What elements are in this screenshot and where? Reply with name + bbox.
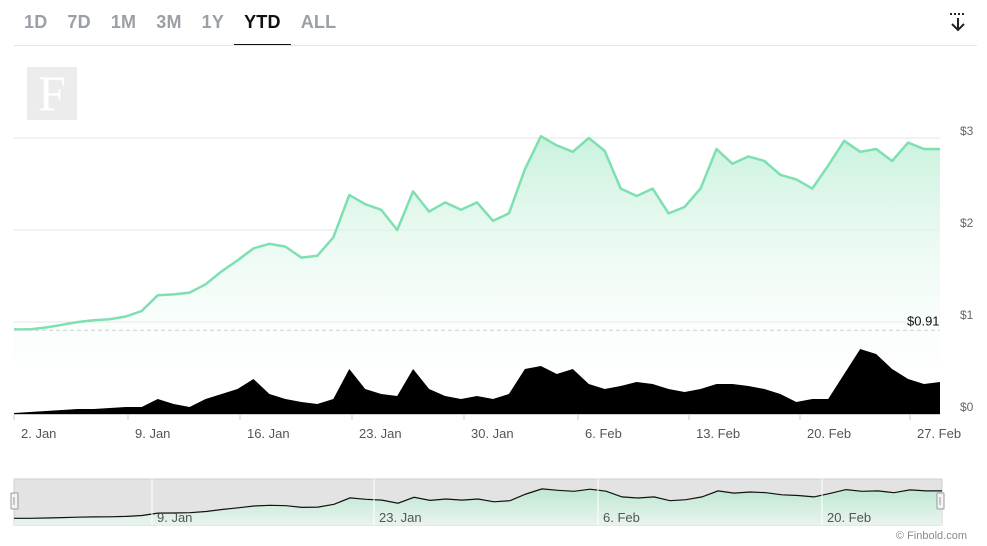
tab-7d[interactable]: 7D — [67, 11, 91, 32]
x-tick-label: 9. Jan — [135, 426, 170, 441]
navigator-tick-label: 23. Jan — [379, 510, 422, 525]
navigator-line — [14, 488, 942, 519]
y-tick-label: $1 — [960, 308, 974, 322]
navigator-tick-label: 6. Feb — [603, 510, 640, 525]
tab-1y[interactable]: 1Y — [201, 11, 225, 32]
x-tick-label: 23. Jan — [359, 426, 402, 441]
navigator-area — [14, 488, 942, 525]
x-tick-label: 16. Jan — [247, 426, 290, 441]
x-tick-label: 13. Feb — [696, 426, 740, 441]
y-tick-label: $3 — [960, 124, 974, 138]
tab-1d[interactable]: 1D — [24, 11, 48, 32]
tab-1m[interactable]: 1M — [110, 11, 137, 32]
download-icon[interactable] — [947, 11, 969, 33]
x-tick-label: 6. Feb — [585, 426, 622, 441]
tab-all[interactable]: ALL — [300, 11, 337, 32]
navigator-tick-label: 20. Feb — [827, 510, 871, 525]
reference-label: $0.91 — [907, 313, 940, 328]
x-tick-label: 2. Jan — [21, 426, 56, 441]
x-tick-label: 30. Jan — [471, 426, 514, 441]
y-tick-label: $0 — [960, 400, 974, 414]
price-line — [14, 134, 940, 331]
price-area — [14, 136, 940, 414]
tabs-divider — [14, 45, 977, 46]
navigator-tick-label: 9. Jan — [157, 510, 192, 525]
tab-3m[interactable]: 3M — [156, 11, 182, 32]
volume-area — [14, 349, 940, 414]
credit-text: © Finbold.com — [895, 530, 967, 542]
finbold-logo: F — [27, 67, 77, 120]
x-tick-label: 27. Feb — [917, 426, 961, 441]
x-tick-label: 20. Feb — [807, 426, 851, 441]
y-tick-label: $2 — [960, 216, 974, 230]
